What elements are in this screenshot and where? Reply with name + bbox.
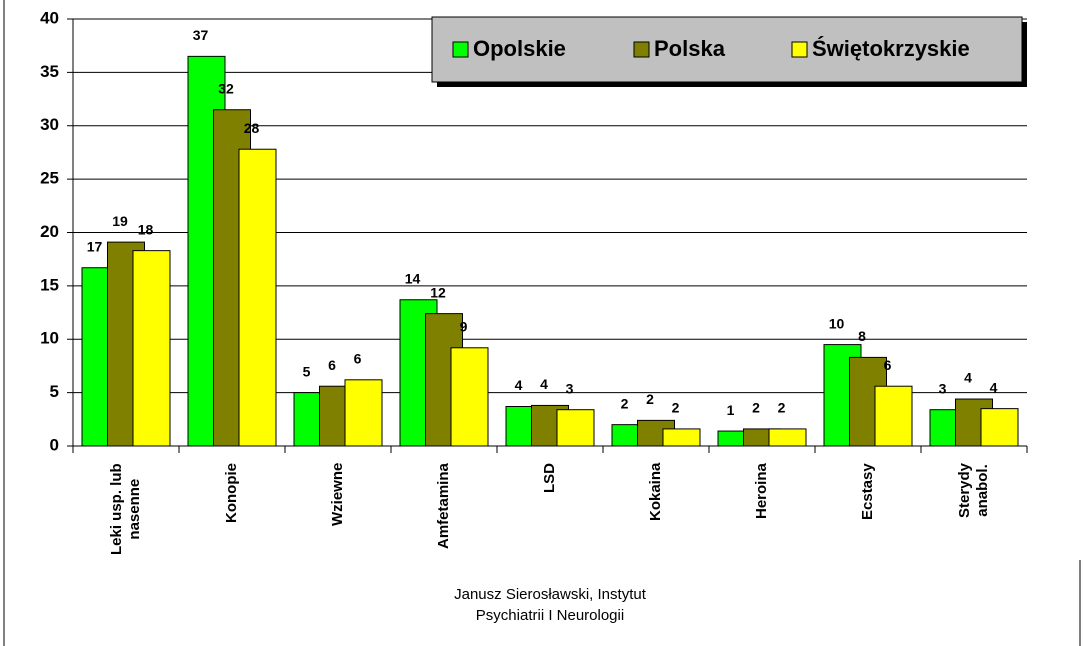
bar — [238, 148, 277, 447]
data-label: 4 — [964, 370, 972, 386]
bar — [556, 409, 595, 447]
y-tick-label: 25 — [40, 169, 59, 188]
x-tick-label: Ecstasy — [859, 463, 876, 520]
legend-swatch — [633, 41, 650, 58]
x-tick-label: Sterydy anabol. — [956, 462, 991, 518]
data-label: 9 — [460, 318, 468, 334]
legend-swatch — [452, 41, 469, 58]
data-label: 2 — [672, 400, 680, 416]
y-tick-label: 40 — [40, 8, 59, 27]
data-label: 18 — [138, 221, 154, 237]
data-label: 2 — [621, 395, 629, 411]
y-tick-label: 5 — [50, 382, 59, 401]
bar — [768, 428, 807, 447]
x-tick-label: Konopie — [223, 463, 240, 523]
data-label: 6 — [328, 357, 336, 373]
data-label: 4 — [515, 377, 523, 393]
data-label: 19 — [112, 213, 128, 229]
source: Janusz Sierosławski, Instytut Psychiatri… — [454, 586, 646, 624]
x-tick-label: Amfetamina — [435, 463, 452, 549]
data-label: 28 — [244, 120, 260, 136]
legend — [431, 16, 1023, 83]
data-label: 14 — [405, 270, 421, 286]
bar — [132, 250, 171, 447]
data-label: 32 — [218, 80, 234, 96]
legend-label: Świętokrzyskie — [812, 36, 970, 61]
bar — [450, 347, 489, 447]
legend-label: Opolskie — [473, 36, 566, 61]
data-label: 17 — [87, 238, 103, 254]
data-label: 8 — [858, 328, 866, 344]
data-label: 2 — [778, 400, 786, 416]
x-tick-label: Wziewne — [329, 462, 346, 526]
data-label: 5 — [303, 363, 311, 379]
bar — [662, 428, 701, 447]
data-label: 2 — [646, 391, 654, 407]
y-tick-label: 0 — [50, 435, 59, 454]
y-tick-label: 20 — [40, 222, 59, 241]
legend-swatch — [791, 41, 808, 58]
bar — [874, 385, 913, 447]
y-tick-label: 15 — [40, 275, 59, 294]
x-tick-label: Heroina — [753, 463, 770, 519]
data-label: 37 — [193, 27, 209, 43]
bar — [980, 408, 1019, 447]
x-tick-label: Kokaina — [647, 462, 664, 521]
y-tick-label: 10 — [40, 329, 59, 348]
legend-label: Polska — [654, 36, 726, 61]
data-label: 6 — [354, 351, 362, 367]
data-label: 4 — [540, 376, 548, 392]
y-tick-label: 30 — [40, 115, 59, 134]
bar — [344, 379, 383, 447]
data-label: 1 — [727, 402, 735, 418]
data-label: 10 — [829, 315, 845, 331]
data-label: 3 — [566, 380, 574, 396]
data-label: 6 — [884, 357, 892, 373]
data-label: 4 — [990, 379, 998, 395]
data-label: 12 — [430, 284, 446, 300]
x-tick-label: LSD — [541, 463, 558, 493]
data-label: 3 — [939, 380, 947, 396]
data-label: 2 — [752, 400, 760, 416]
x-tick-label: Leki usp. lub nasenne — [108, 463, 143, 555]
y-tick-label: 35 — [40, 62, 59, 81]
